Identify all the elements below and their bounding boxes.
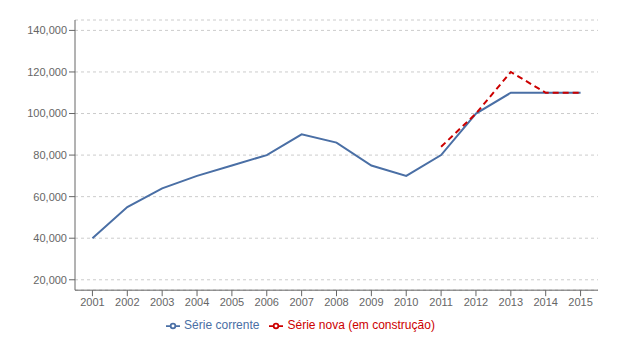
- svg-text:2005: 2005: [220, 296, 244, 308]
- svg-text:120,000: 120,000: [27, 66, 67, 78]
- svg-text:2007: 2007: [289, 296, 313, 308]
- svg-text:2006: 2006: [255, 296, 279, 308]
- svg-text:2004: 2004: [185, 296, 209, 308]
- svg-text:2002: 2002: [115, 296, 139, 308]
- svg-text:2013: 2013: [499, 296, 523, 308]
- svg-text:2011: 2011: [429, 296, 453, 308]
- svg-text:2015: 2015: [568, 296, 592, 308]
- html-text:Série nova (em construção): Série nova (em construção): [287, 318, 435, 333]
- svg-text:2003: 2003: [150, 296, 174, 308]
- html-text:Série corrente: Série corrente: [184, 318, 260, 333]
- svg-text:2001: 2001: [80, 296, 104, 308]
- svg-text:2014: 2014: [533, 296, 557, 308]
- svg-text:2009: 2009: [359, 296, 383, 308]
- svg-text:40,000: 40,000: [33, 232, 67, 244]
- svg-text:140,000: 140,000: [27, 24, 67, 36]
- svg-text:100,000: 100,000: [27, 107, 67, 119]
- svg-text:20,000: 20,000: [33, 274, 67, 286]
- svg-text:2008: 2008: [324, 296, 348, 308]
- svg-text:60,000: 60,000: [33, 191, 67, 203]
- svg-text:2010: 2010: [394, 296, 418, 308]
- svg-text:80,000: 80,000: [33, 149, 67, 161]
- svg-text:2012: 2012: [464, 296, 488, 308]
